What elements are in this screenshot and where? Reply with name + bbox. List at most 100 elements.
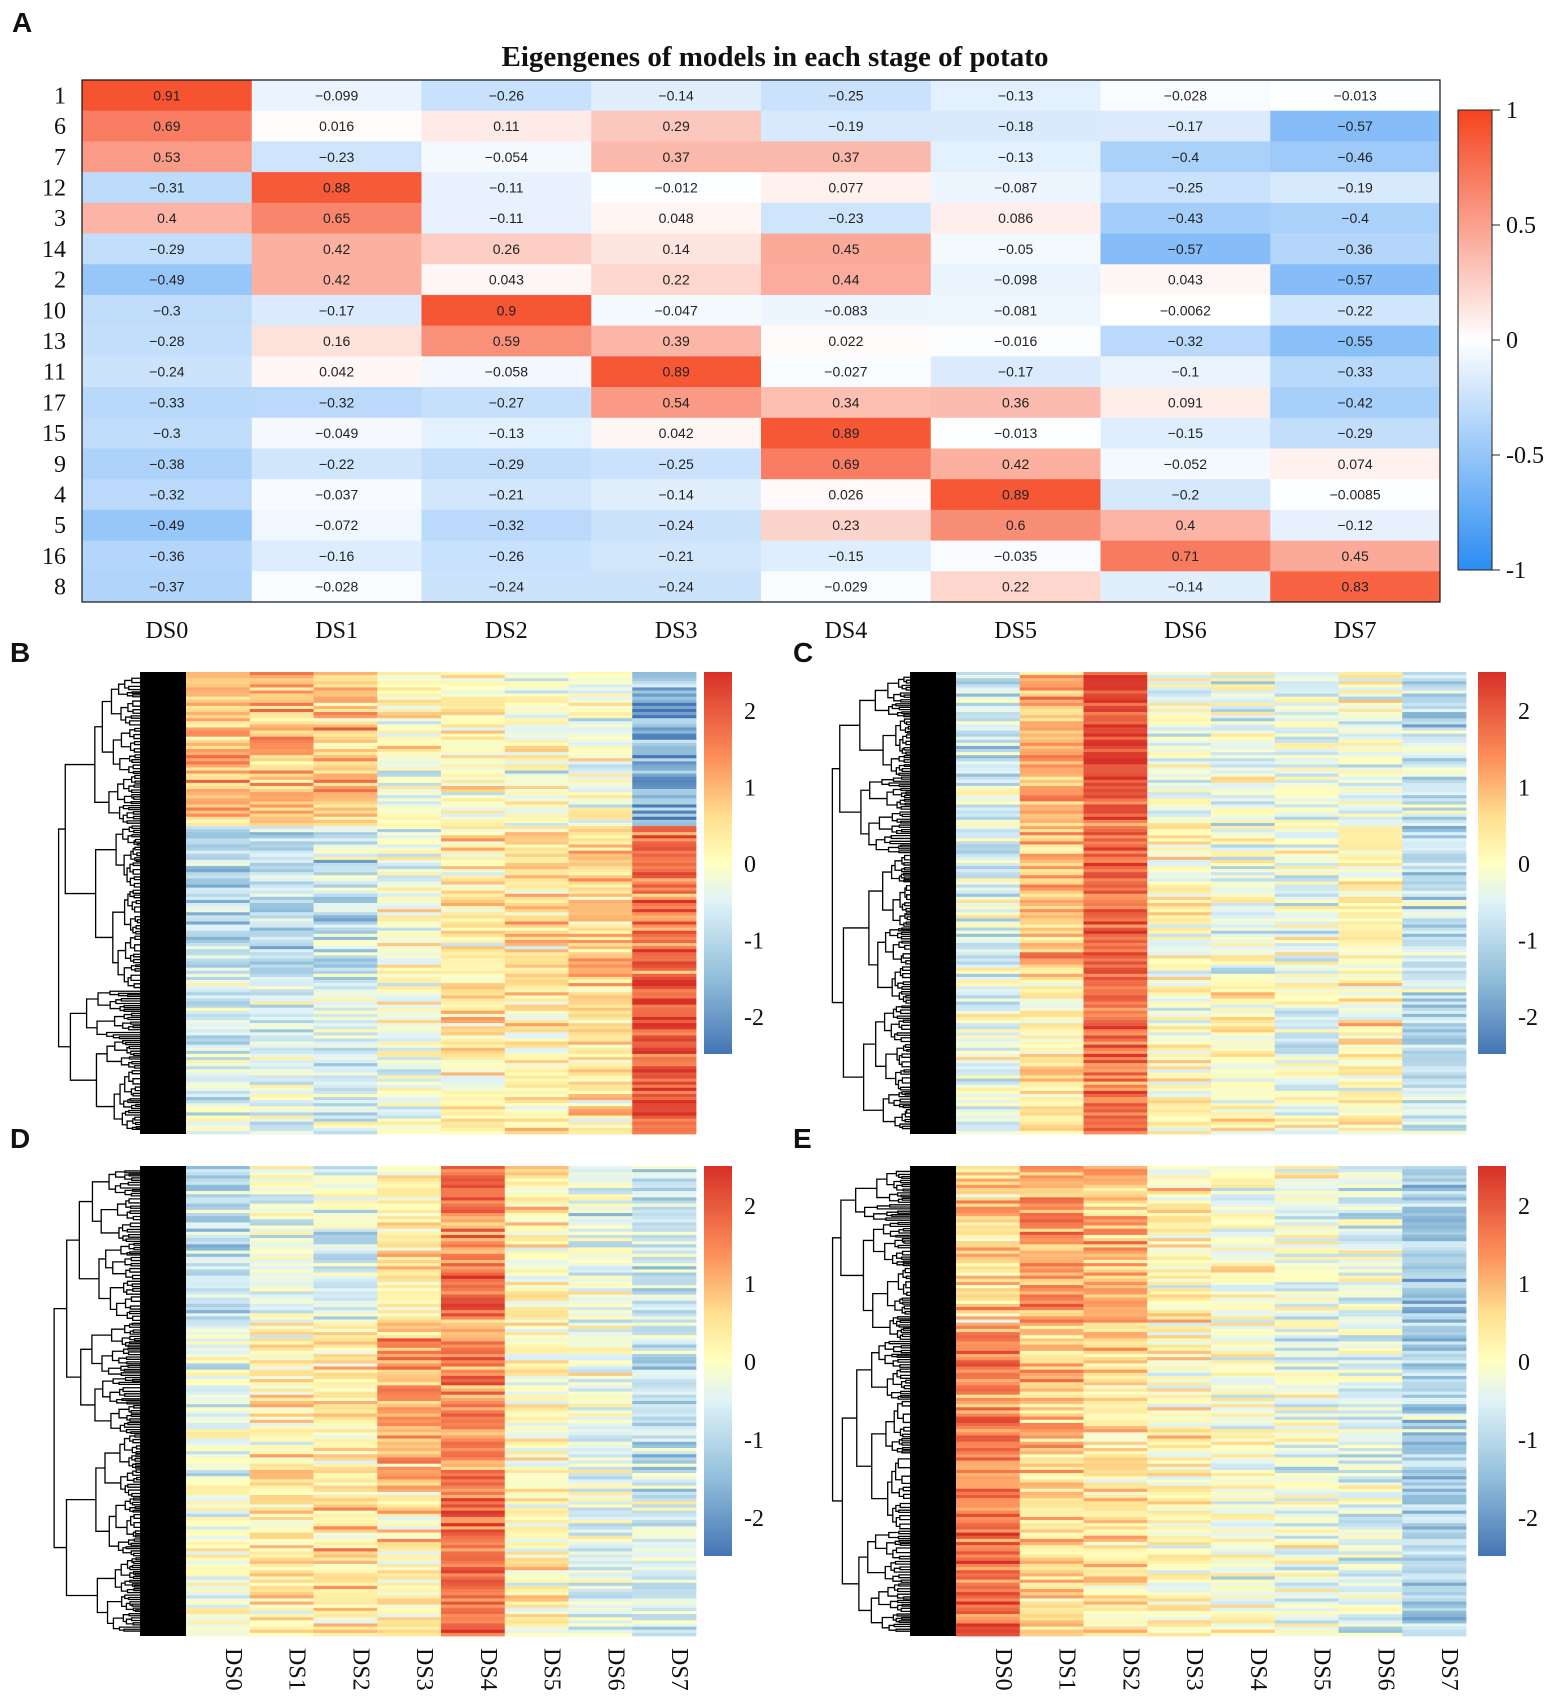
heatmap-e-cell: [1274, 1288, 1339, 1292]
heatmap-d-cell: [504, 1473, 569, 1477]
heatmap-b-cell: [377, 1060, 442, 1064]
heatmap-b-cell: [504, 862, 569, 867]
heatmap-a-cell-label: 0.89: [1002, 487, 1029, 503]
heatmap-b-cell: [377, 933, 442, 938]
heatmap-e-cell: [1019, 1269, 1084, 1273]
heatmap-c-cell: [1274, 789, 1339, 793]
heatmap-e-cell: [1274, 1209, 1339, 1214]
heatmap-e-cell: [1402, 1213, 1467, 1217]
heatmap-c-cell: [1019, 712, 1084, 716]
heatmap-c-cell: [1338, 798, 1403, 802]
dendrogram-branch: [128, 826, 134, 833]
heatmap-e-cell: [1147, 1303, 1212, 1308]
heatmap-c-cell: [1402, 718, 1467, 722]
heatmap-d-cell: [504, 1260, 569, 1264]
heatmap-d-cell: [632, 1278, 697, 1283]
heatmap-b-cell: [504, 1016, 569, 1021]
heatmap-a-cell: [82, 110, 253, 142]
heatmap-b-cell: [313, 773, 378, 778]
heatmap-b-cell: [186, 1127, 251, 1132]
dendrogram-branch: [126, 1311, 133, 1319]
heatmap-e-cell: [1402, 1332, 1467, 1336]
heatmap-b-cell: [504, 770, 569, 775]
heatmap-d-cell: [313, 1538, 378, 1543]
heatmap-b-cell: [441, 1057, 506, 1061]
heatmap-d-cell: [249, 1407, 314, 1411]
heatmap-e-cell: [1211, 1172, 1276, 1176]
heatmap-c-cell: [956, 761, 1021, 765]
heatmap-b-cell: [186, 826, 251, 830]
heatmap-b-cell: [313, 708, 378, 713]
heatmap-c-cell: [1274, 675, 1339, 679]
heatmap-d-cell: [186, 1432, 251, 1436]
heatmap-a-cells: 0.91 −0.099 −0.26 −0.14 −0.25 −0.13 −0.028 −0.0…: [82, 80, 1441, 603]
heatmap-a-cell: [251, 448, 422, 480]
heatmap-c-cell: [1402, 983, 1467, 987]
heatmap-d-cell: [249, 1441, 314, 1446]
heatmap-b-cell: [504, 785, 569, 790]
heatmap-d-cell: [632, 1203, 697, 1208]
heatmap-d-cell: [249, 1498, 314, 1502]
heatmap-c-cell: [1274, 866, 1339, 870]
heatmap-c-cell: [1083, 699, 1148, 704]
heatmap-d-cell: [568, 1209, 633, 1214]
heatmap-e-cell: [1338, 1338, 1403, 1342]
heatmap-d-cell: [504, 1354, 569, 1358]
heatmap-b-cell: [377, 1115, 442, 1119]
heatmap-b-cell: [186, 881, 251, 885]
heatmap-d-cell: [504, 1482, 569, 1486]
heatmap-e-cell: [1402, 1219, 1467, 1223]
heatmap-c-cell: [1402, 1078, 1467, 1083]
heatmap-e-cell: [1274, 1219, 1339, 1223]
heatmap-c-cell: [1211, 1047, 1276, 1052]
heatmap-a-cell: [251, 110, 422, 142]
heatmap-b-cell: [504, 1029, 569, 1033]
heatmap-b-cell: [377, 869, 442, 873]
dendrogram-branch: [135, 1121, 142, 1126]
heatmap-b-cell: [249, 933, 314, 938]
heatmap-b-cell: [186, 681, 251, 685]
heatmap-b-cell: [377, 862, 442, 867]
heatmap-a-cell-label: 0.22: [663, 272, 690, 288]
heatmap-d-cell: [632, 1191, 697, 1195]
heatmap-c-cell: [1147, 939, 1212, 944]
dendrogram-branch: [91, 1334, 112, 1365]
heatmap-b-cell: [632, 853, 697, 858]
heatmap-c-cell: [956, 764, 1021, 768]
heatmap-d-cell: [568, 1244, 633, 1248]
heatmap-c-cell: [1211, 758, 1276, 762]
heatmap-c-cell: [1083, 872, 1148, 876]
heatmap-b-cell: [313, 807, 378, 811]
dendrogram-branch: [860, 789, 870, 835]
heatmap-e-cell: [1402, 1344, 1467, 1349]
heatmap-b-cell: [632, 755, 697, 759]
heatmap-e-cell: [1083, 1263, 1148, 1267]
heatmap-d-cell: [249, 1357, 314, 1361]
dendrogram-branch: [124, 716, 132, 724]
heatmap-a-cell: [82, 325, 253, 357]
heatmap-d-cell: [186, 1382, 251, 1386]
heatmap-b-cell: [568, 1004, 633, 1009]
heatmap-b-cell: [313, 690, 378, 694]
heatmap-d-cell: [313, 1617, 378, 1621]
heatmap-c-cell: [1083, 779, 1148, 784]
heatmap-a-cell: [930, 540, 1101, 572]
heatmap-c-cell: [1083, 835, 1148, 839]
heatmap-c-cell: [1211, 915, 1276, 919]
heatmap-a-cell-label: 0.9: [497, 302, 517, 318]
heatmap-c-cell: [1147, 1078, 1212, 1083]
heatmap-c-cell: [1147, 1112, 1212, 1116]
dendrogram-branch: [111, 1350, 124, 1362]
heatmap-d-cell: [568, 1391, 633, 1396]
heatmap-d-cell: [249, 1213, 314, 1217]
heatmap-d-cell: [504, 1438, 569, 1443]
heatmap-d-cell: [186, 1592, 251, 1596]
heatmap-c-cell: [1019, 903, 1084, 907]
heatmap-c-cell: [1211, 829, 1276, 833]
heatmap-d-cell: [504, 1444, 569, 1449]
heatmap-d-cell: [441, 1385, 506, 1389]
heatmap-d-cell: [441, 1595, 506, 1599]
heatmap-a-cell-label: −0.087: [994, 179, 1037, 195]
heatmap-b-cell: [441, 1106, 506, 1110]
heatmap-b-cell: [504, 850, 569, 855]
